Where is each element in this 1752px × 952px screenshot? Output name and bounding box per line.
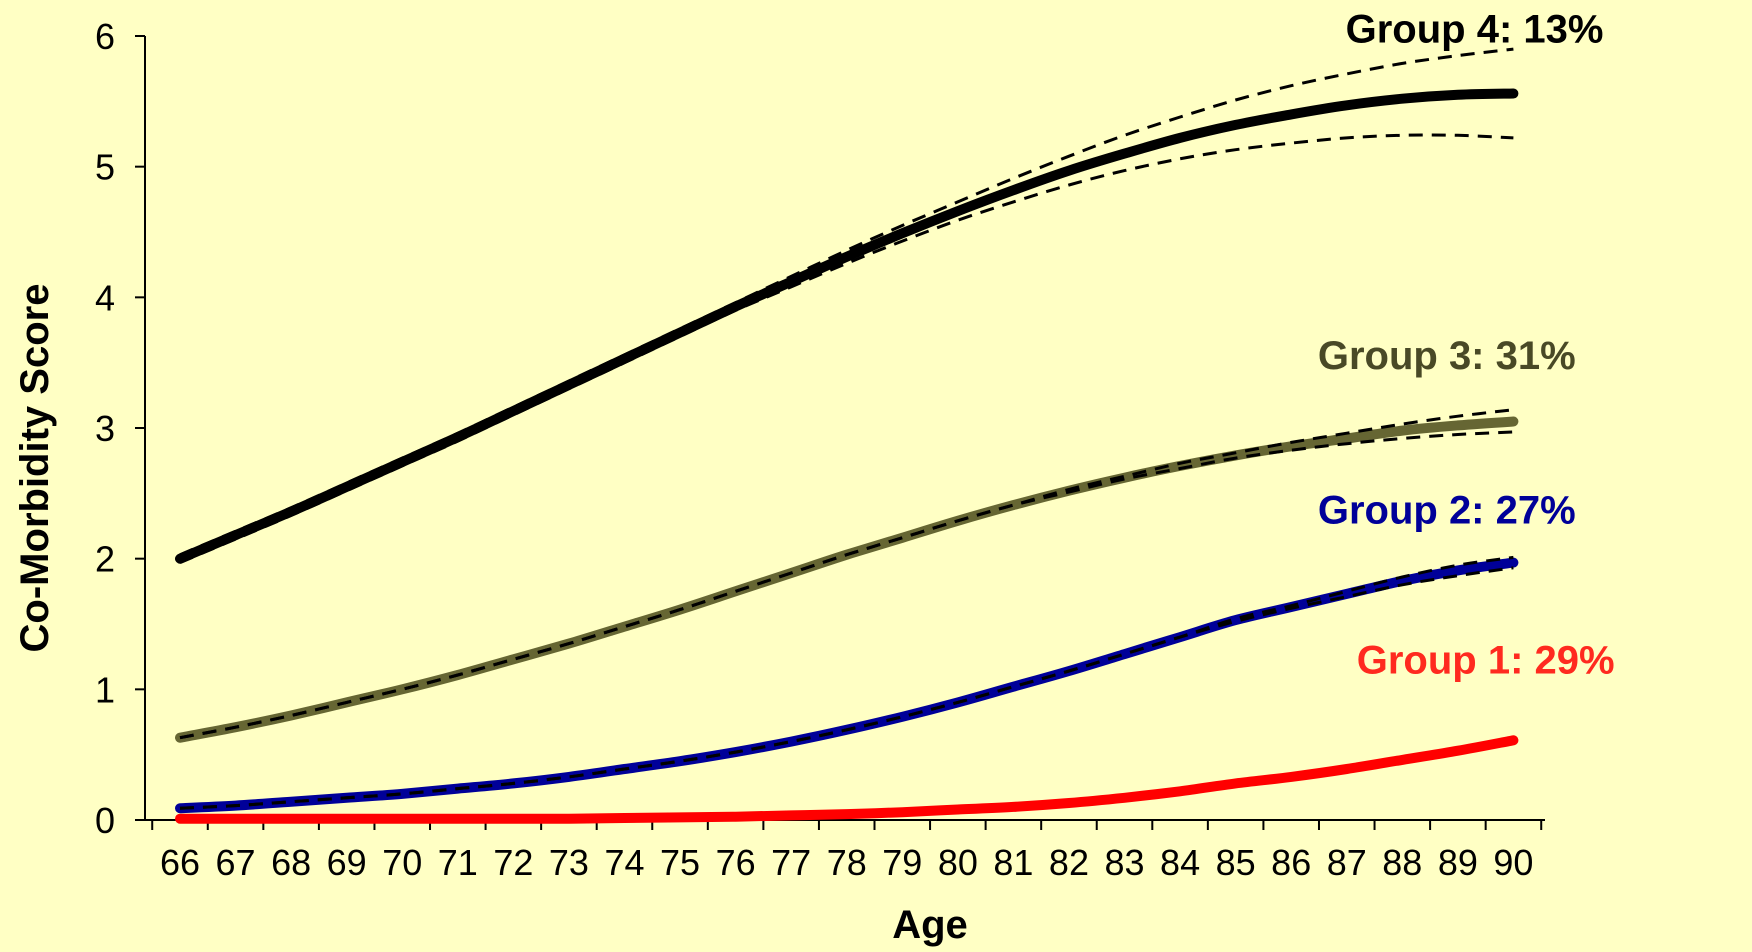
- y-tick-label-6: 6: [95, 16, 115, 57]
- x-tick-label-90: 90: [1493, 842, 1533, 883]
- y-tick-label-2: 2: [95, 539, 115, 580]
- series-ci-upper-group-3: [179, 408, 1514, 740]
- x-tick-label-68: 68: [271, 842, 311, 883]
- y-tick-label-3: 3: [95, 408, 115, 449]
- x-tick-label-86: 86: [1271, 842, 1311, 883]
- y-tick-label-1: 1: [95, 669, 115, 710]
- y-axis-title: Co-Morbidity Score: [13, 284, 57, 653]
- x-tick-label-66: 66: [160, 842, 200, 883]
- series-ci-lower-group-4: [179, 133, 1514, 564]
- x-tick-label-79: 79: [882, 842, 922, 883]
- x-tick-label-69: 69: [327, 842, 367, 883]
- x-tick-label-81: 81: [993, 842, 1033, 883]
- x-tick-label-70: 70: [382, 842, 422, 883]
- x-tick-label-75: 75: [660, 842, 700, 883]
- series-label-group-3: Group 3: 31%: [1318, 334, 1576, 378]
- x-axis-title: Age: [892, 903, 968, 947]
- x-tick-label-85: 85: [1216, 842, 1256, 883]
- x-tick-label-78: 78: [827, 842, 867, 883]
- series-line-group-4: [175, 88, 1519, 564]
- x-tick-label-89: 89: [1438, 842, 1478, 883]
- x-tick-label-87: 87: [1327, 842, 1367, 883]
- x-tick-label-83: 83: [1104, 842, 1144, 883]
- series-group-3: [175, 408, 1519, 743]
- x-tick-label-80: 80: [938, 842, 978, 883]
- x-tick-label-76: 76: [716, 842, 756, 883]
- series-group-4: [175, 47, 1519, 564]
- x-tick-label-82: 82: [1049, 842, 1089, 883]
- x-tick-label-72: 72: [493, 842, 533, 883]
- y-tick-label-4: 4: [95, 277, 115, 318]
- series-label-group-4: Group 4: 13%: [1346, 8, 1604, 52]
- series-label-group-2: Group 2: 27%: [1318, 488, 1576, 532]
- series-ci-upper-group-2: [179, 555, 1514, 810]
- x-tick-label-71: 71: [438, 842, 478, 883]
- series-layer: [175, 47, 1519, 824]
- x-tick-label-67: 67: [216, 842, 256, 883]
- axes: 0 1 2 3 4 5 6 66 67 68 69 70 71 72 73 74 75 76 77 78 79 80 81…: [95, 16, 1545, 883]
- x-tick-label-73: 73: [549, 842, 589, 883]
- x-tick-label-77: 77: [771, 842, 811, 883]
- x-tick-label-74: 74: [604, 842, 644, 883]
- x-tick-label-88: 88: [1382, 842, 1422, 883]
- y-tick-label-0: 0: [95, 800, 115, 841]
- series-labels: Group 1: 29% Group 2: 27% Group 3: 31% Grou…: [1318, 8, 1615, 683]
- series-group-2: [175, 555, 1519, 814]
- x-ticks: 66 67 68 69 70 71 72 73 74 75 76 77 78 79 80 81 82 83 84 85…: [151, 820, 1543, 883]
- series-line-group-1: [175, 735, 1519, 824]
- y-tick-label-5: 5: [95, 147, 115, 188]
- series-ci-upper-group-4: [179, 47, 1514, 557]
- y-ticks: 0 1 2 3 4 5 6: [95, 16, 145, 841]
- series-group-1: [175, 735, 1519, 824]
- x-tick-label-84: 84: [1160, 842, 1200, 883]
- series-label-group-1: Group 1: 29%: [1357, 639, 1615, 683]
